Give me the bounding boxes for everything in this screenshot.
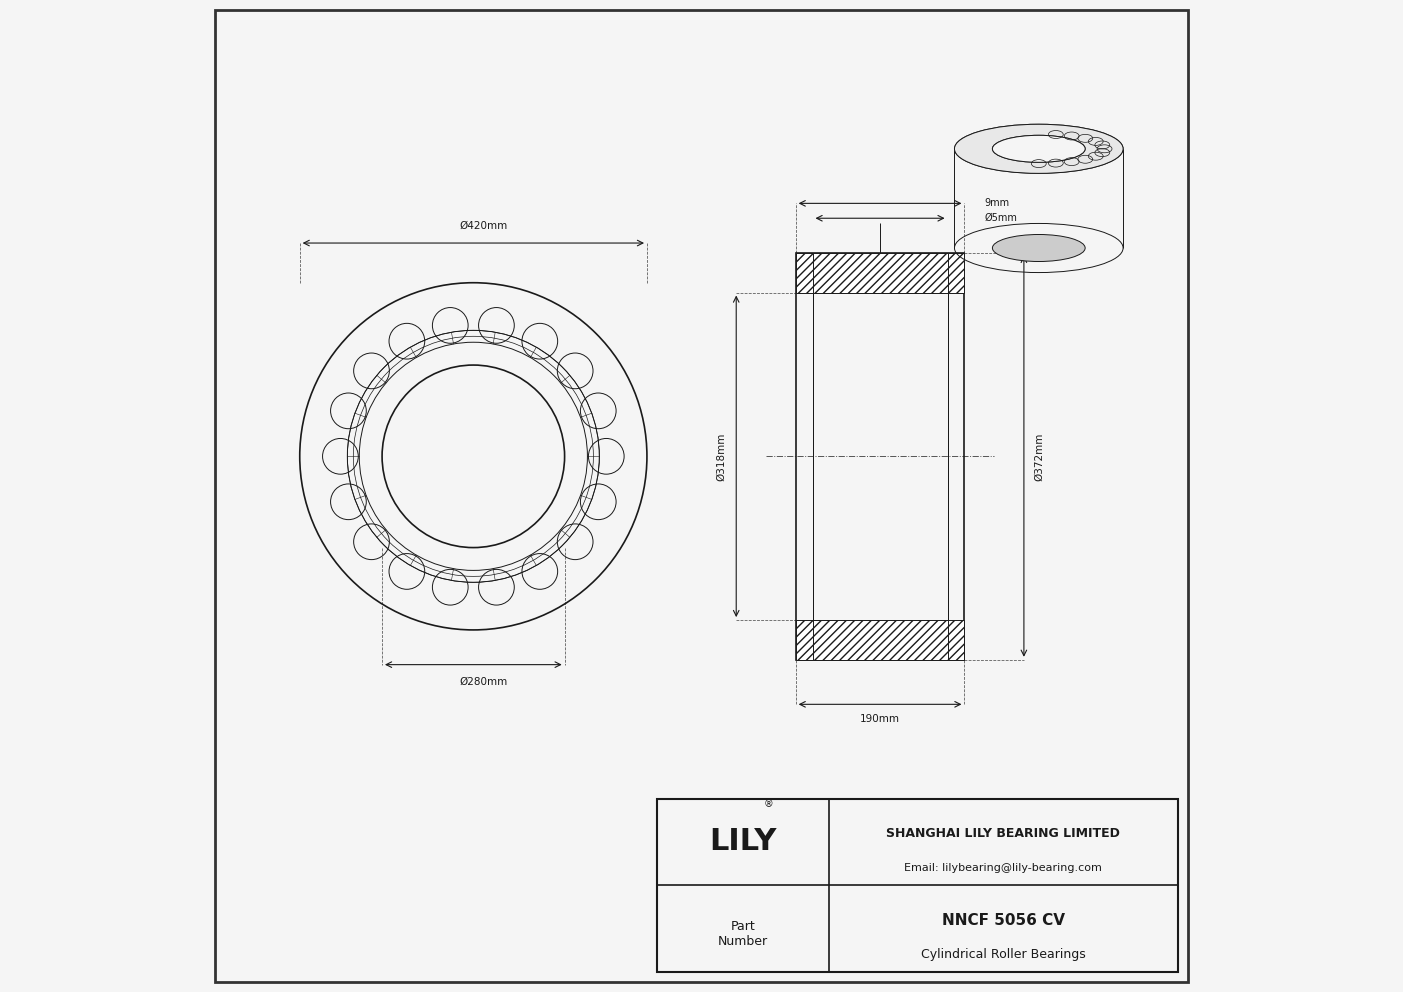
Bar bbox=[812, 293, 947, 620]
Bar bbox=[796, 253, 964, 293]
Text: Part
Number: Part Number bbox=[718, 920, 767, 948]
Text: Email: lilybearing@lily-bearing.com: Email: lilybearing@lily-bearing.com bbox=[905, 863, 1103, 873]
Bar bbox=[812, 253, 947, 293]
Ellipse shape bbox=[992, 135, 1085, 163]
Text: LILY: LILY bbox=[709, 827, 776, 856]
Text: NNCF 5056 CV: NNCF 5056 CV bbox=[941, 913, 1065, 928]
Text: SHANGHAI LILY BEARING LIMITED: SHANGHAI LILY BEARING LIMITED bbox=[887, 826, 1120, 840]
Text: Ø5mm: Ø5mm bbox=[985, 213, 1017, 223]
Text: Cylindrical Roller Bearings: Cylindrical Roller Bearings bbox=[920, 948, 1086, 961]
Text: ®: ® bbox=[765, 799, 773, 808]
Bar bbox=[796, 620, 964, 660]
Bar bbox=[812, 620, 947, 660]
Text: Ø372mm: Ø372mm bbox=[1034, 433, 1044, 480]
Bar bbox=[657, 799, 1177, 972]
Bar bbox=[796, 253, 964, 660]
Text: Ø420mm: Ø420mm bbox=[459, 221, 508, 231]
Text: Ø318mm: Ø318mm bbox=[717, 433, 727, 480]
Ellipse shape bbox=[992, 234, 1085, 262]
Text: 9mm: 9mm bbox=[985, 198, 1009, 208]
Ellipse shape bbox=[954, 124, 1122, 174]
Ellipse shape bbox=[992, 135, 1085, 163]
Text: 190mm: 190mm bbox=[860, 714, 901, 724]
Text: Ø280mm: Ø280mm bbox=[459, 677, 508, 686]
